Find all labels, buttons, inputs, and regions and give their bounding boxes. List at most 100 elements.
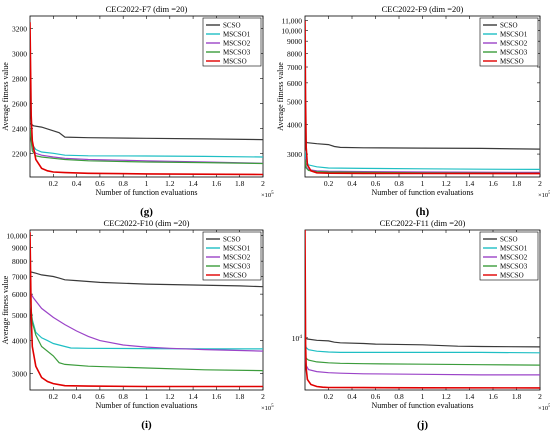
series-line-mscso1: [305, 342, 540, 354]
series-group: [30, 22, 263, 176]
legend-entry: SCSO: [500, 22, 518, 30]
y-tick-label: 5000: [287, 98, 302, 107]
y-tick-label: 11,000: [282, 17, 303, 26]
x-tick-label: 2: [538, 392, 542, 401]
x-axis-multiplier: ×105: [261, 191, 274, 199]
legend-entry: MSCSO3: [500, 49, 528, 57]
legend-entry: MSCSO2: [223, 254, 251, 262]
chart-title: CEC2022-F7 (dim =20): [106, 4, 188, 14]
legend-entry: SCSO: [500, 236, 518, 244]
y-tick-label: 4000: [287, 121, 302, 130]
x-tick-label: 1.8: [512, 179, 522, 188]
y-tick-label: 9000: [12, 244, 27, 253]
y-tick-label: 3000: [12, 49, 27, 58]
chart-panel-1: CEC2022-F7 (dim =20) 0.2 0.4 0.6 0.8 1 1.2 1.4 1…: [1, 4, 274, 218]
legend-entry: MSCSO3: [500, 263, 528, 271]
x-tick-label: 0.6: [95, 179, 105, 188]
x-tick-label: 1.8: [235, 179, 245, 188]
legend-entry: MSCSO1: [500, 245, 528, 253]
x-tick-label: 0.8: [394, 179, 404, 188]
x-tick-label: 2: [261, 179, 265, 188]
legend-box: [479, 231, 539, 281]
legend-entry: MSCSO: [500, 58, 524, 66]
y-tick-label: 10,000: [6, 232, 27, 241]
x-tick-label: 1: [421, 392, 425, 401]
x-axis-label: Number of function evaluations: [96, 401, 198, 410]
x-tick-label: 1: [421, 179, 425, 188]
chart-title: CEC2022-F10 (dim =20): [103, 218, 189, 228]
x-axis-label: Number of function evaluations: [96, 188, 198, 197]
panel-label: (h): [416, 206, 430, 218]
legend-entry: MSCSO: [223, 58, 247, 66]
legend-entry: MSCSO: [223, 272, 247, 280]
legend-entry: MSCSO: [500, 272, 524, 280]
chart-panel-2: CEC2022-F9 (dim =20) 0.2 0.4 0.6 0.8 1 1.2 1.4 1…: [276, 4, 550, 218]
series-group: [305, 20, 540, 175]
legend-entry: MSCSO1: [223, 245, 251, 253]
legend-entry: SCSO: [223, 22, 241, 30]
x-tick-label: 1.2: [165, 179, 175, 188]
x-tick-label: 0.4: [347, 392, 357, 401]
x-tick-label: 1.6: [488, 179, 498, 188]
y-tick-label: 4000: [12, 337, 27, 346]
series-line-mscso3: [30, 294, 263, 372]
x-tick-label: 1.4: [465, 179, 475, 188]
chart-title: CEC2022-F11 (dim =20): [380, 218, 466, 228]
series-line-mscso3: [305, 352, 540, 366]
x-axis-multiplier: ×105: [261, 404, 274, 412]
y-tick-label: 2200: [12, 149, 27, 158]
panel-label: (g): [140, 206, 153, 218]
series-line-scso: [30, 271, 263, 288]
x-tick-label: 0.2: [49, 392, 59, 401]
series-line-mscso2: [30, 291, 263, 352]
y-axis-label: Average fitness value: [1, 275, 10, 344]
legend-entry: MSCSO2: [500, 254, 528, 262]
x-tick-label: 0.2: [324, 179, 334, 188]
x-tick-label: 1.4: [188, 392, 198, 401]
x-tick-label: 0.6: [371, 392, 381, 401]
series-line-mscso: [305, 20, 540, 175]
y-tick-label: 8000: [12, 257, 27, 266]
y-tick-label: 9000: [287, 37, 302, 46]
x-tick-label: 1: [145, 392, 149, 401]
chart-panel-4: CEC2022-F11 (dim =20) 0.2 0.4 0.6 0.8 1 1.2 1.4…: [292, 218, 550, 431]
legend-box: [479, 17, 539, 67]
y-tick-label: 5000: [12, 311, 27, 320]
y-tick-label: 2600: [12, 99, 27, 108]
series-line-mscso: [30, 22, 263, 176]
x-tick-label: 1.6: [488, 392, 498, 401]
x-axis-label: Number of function evaluations: [372, 401, 474, 410]
y-tick-label: 7000: [12, 272, 27, 281]
legend-entry: MSCSO1: [500, 31, 528, 39]
x-axis-label: Number of function evaluations: [372, 188, 474, 197]
y-tick-label: 6000: [287, 79, 302, 88]
x-axis-multiplier: ×105: [538, 404, 550, 412]
series-group: [305, 230, 540, 389]
legend-entry: MSCSO2: [500, 40, 528, 48]
x-tick-label: 1.6: [212, 179, 222, 188]
chart-panel-3: CEC2022-F10 (dim =20) 0.2 0.4 0.6 0.8 1 1.2 1.4…: [1, 218, 274, 431]
y-tick-label: 6000: [12, 290, 27, 299]
x-tick-label: 0.4: [72, 392, 82, 401]
x-tick-label: 0.8: [394, 392, 404, 401]
x-tick-label: 0.2: [49, 179, 59, 188]
x-tick-label: 1.6: [212, 392, 222, 401]
y-tick-label: 7000: [287, 63, 302, 72]
legend-entry: MSCSO3: [223, 49, 251, 57]
x-tick-label: 1.8: [235, 392, 245, 401]
y-tick-label: 2800: [12, 74, 27, 83]
series-group: [30, 232, 263, 388]
legend-box: [202, 17, 262, 67]
series-line-mscso: [305, 230, 540, 389]
y-axis-label: Average fitness value: [276, 62, 285, 131]
x-tick-label: 0.6: [95, 392, 105, 401]
y-tick-label: 2400: [12, 124, 27, 133]
legend-entry: MSCSO1: [223, 31, 251, 39]
x-tick-label: 1.2: [441, 392, 451, 401]
series-line-scso: [305, 337, 540, 348]
legend-entry: MSCSO2: [223, 40, 251, 48]
y-tick-label: 3200: [12, 24, 27, 33]
